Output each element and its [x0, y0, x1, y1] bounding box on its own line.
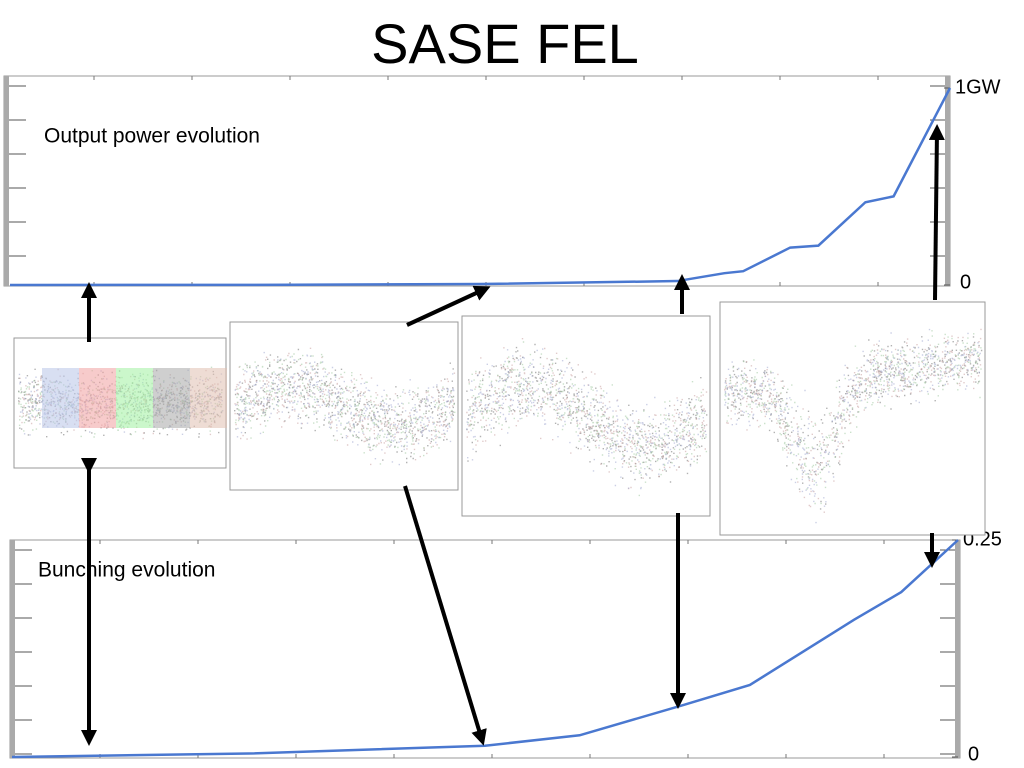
phase-space-plot — [719, 301, 986, 536]
y-tick-label: 0 — [960, 271, 971, 293]
right-edge — [955, 540, 960, 758]
plot-frame — [3, 75, 951, 287]
slice-band — [42, 368, 79, 428]
slice-band — [116, 368, 153, 428]
phase-space-insets — [13, 301, 986, 536]
inset-frame — [719, 301, 986, 536]
particle-cloud — [466, 348, 707, 490]
chart-title: Output power evolution — [44, 125, 260, 148]
slice-band — [153, 368, 190, 428]
left-edge — [10, 540, 15, 758]
arrows — [81, 124, 945, 746]
phase-space-plot — [229, 321, 459, 491]
arrow — [928, 124, 945, 301]
charts: Output power evolution 0 1GW Bunching evolu… — [3, 75, 1002, 765]
particle-cloud — [724, 328, 981, 524]
line-chart: Output power evolution 0 1GW — [3, 75, 1001, 293]
phase-space-plot — [461, 315, 711, 517]
series-line — [9, 87, 952, 287]
phase-space-plot — [13, 337, 227, 469]
slice-band — [79, 368, 116, 428]
arrow — [406, 285, 491, 327]
arrow — [403, 485, 487, 746]
left-edge — [4, 76, 9, 286]
particle-cloud — [234, 351, 455, 466]
y-tick-label: 0 — [968, 743, 979, 765]
y-tick-label: 1GW — [955, 76, 1001, 98]
particle-cloud — [724, 328, 982, 513]
chart-title: Bunching evolution — [38, 559, 215, 582]
slide-title: SASE FEL — [371, 12, 639, 75]
right-edge — [945, 76, 950, 286]
slice-band — [190, 368, 227, 428]
